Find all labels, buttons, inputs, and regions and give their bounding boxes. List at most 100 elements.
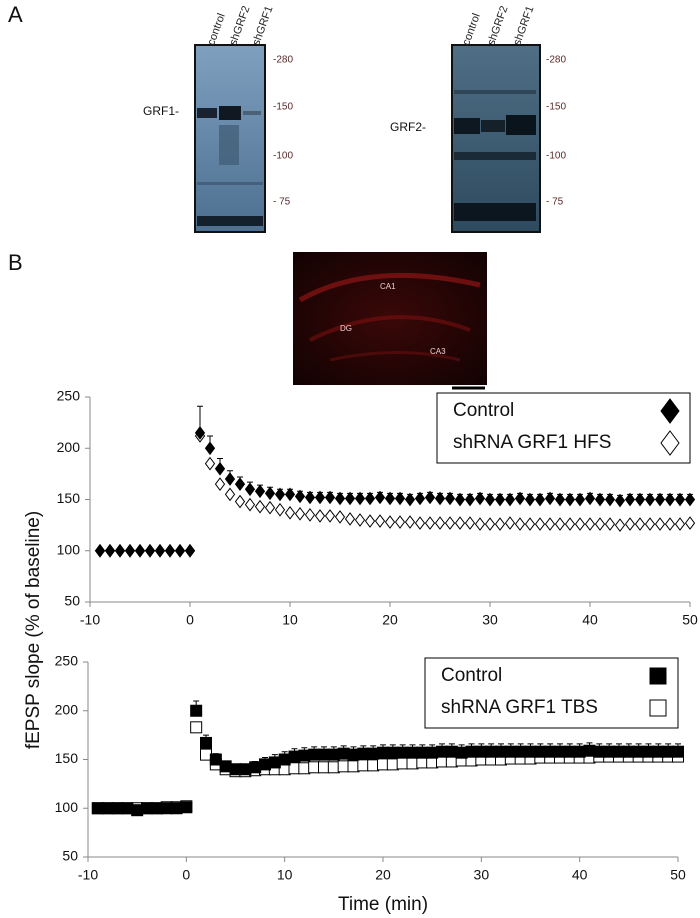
marker — [634, 492, 646, 507]
marker — [200, 736, 212, 749]
marker — [614, 493, 626, 508]
y-tick-label: 50 — [62, 848, 78, 864]
marker — [660, 398, 680, 424]
marker — [264, 486, 276, 501]
marker — [234, 494, 246, 509]
marker — [224, 472, 236, 486]
marker — [524, 517, 536, 531]
marker — [214, 477, 226, 491]
marker — [324, 509, 336, 523]
x-tick-label: 50 — [670, 867, 686, 883]
marker — [434, 516, 446, 530]
legend-box — [436, 392, 691, 464]
marker — [354, 513, 366, 527]
mw-marker: -280 — [546, 55, 566, 66]
marker — [334, 491, 346, 506]
marker — [114, 543, 126, 558]
marker — [584, 491, 596, 506]
legend-label: Control — [453, 400, 514, 421]
marker — [244, 497, 256, 512]
y-tick-label: 50 — [64, 593, 80, 609]
marker — [304, 508, 316, 522]
marker — [672, 745, 684, 758]
marker — [464, 516, 476, 530]
y-tick-label: 200 — [55, 701, 79, 717]
marker — [224, 487, 236, 502]
marker — [214, 461, 226, 476]
panel-label: B — [8, 250, 23, 275]
marker — [209, 753, 222, 766]
marker — [190, 704, 203, 717]
marker — [414, 516, 426, 530]
mw-marker: -100 — [273, 151, 293, 162]
marker — [294, 489, 306, 504]
y-tick-label: 200 — [57, 439, 81, 455]
x-axis-label: Time (min) — [338, 894, 428, 915]
marker — [554, 517, 566, 531]
marker — [394, 491, 406, 506]
region-label: CA3 — [430, 347, 446, 356]
marker — [154, 543, 166, 558]
marker — [444, 491, 456, 506]
marker — [504, 492, 516, 507]
marker — [624, 517, 636, 531]
marker — [364, 491, 376, 506]
marker — [274, 487, 286, 502]
marker — [124, 543, 136, 558]
x-tick-label: 0 — [186, 612, 194, 628]
marker — [544, 491, 556, 506]
lane-label: control — [460, 12, 483, 47]
region-label: CA1 — [380, 282, 396, 291]
x-tick-label: 30 — [482, 612, 498, 628]
marker — [644, 492, 656, 507]
lane-label: control — [205, 12, 228, 47]
x-tick-label: 10 — [282, 612, 298, 628]
micrograph — [293, 252, 487, 390]
marker — [534, 492, 546, 507]
marker — [354, 491, 366, 506]
x-tick-label: 20 — [375, 867, 391, 883]
marker — [514, 491, 526, 506]
region-label: DG — [340, 324, 352, 333]
marker — [654, 492, 666, 507]
marker — [404, 515, 416, 529]
marker — [414, 491, 426, 506]
marker — [534, 517, 546, 531]
marker — [174, 543, 186, 558]
marker — [464, 492, 476, 507]
marker — [284, 487, 296, 502]
marker — [494, 517, 506, 531]
marker — [604, 492, 616, 507]
mw-marker: - 75 — [273, 197, 291, 208]
marker — [664, 492, 676, 507]
marker — [324, 490, 336, 505]
marker — [344, 512, 356, 526]
lane-label: shGRF1 — [511, 4, 536, 47]
y-tick-label: 250 — [57, 388, 81, 404]
legend-label: shRNA GRF1 TBS — [441, 697, 598, 718]
y-tick-label: 100 — [55, 799, 79, 815]
x-tick-label: 30 — [474, 867, 490, 883]
marker — [474, 517, 486, 531]
marker — [194, 426, 206, 440]
mw-marker: -100 — [546, 151, 566, 162]
marker — [454, 516, 466, 530]
marker — [674, 517, 686, 531]
marker — [654, 517, 666, 531]
marker — [274, 502, 286, 517]
marker — [544, 517, 556, 531]
marker — [264, 500, 276, 515]
marker — [204, 456, 216, 471]
marker — [104, 543, 116, 558]
marker — [444, 516, 456, 530]
x-tick-label: 40 — [582, 612, 598, 628]
marker — [254, 499, 266, 514]
marker — [484, 492, 496, 507]
blot — [451, 44, 541, 233]
marker — [584, 517, 596, 531]
x-tick-label: 0 — [182, 867, 190, 883]
marker — [180, 801, 193, 814]
marker — [644, 517, 656, 531]
marker — [204, 441, 216, 456]
